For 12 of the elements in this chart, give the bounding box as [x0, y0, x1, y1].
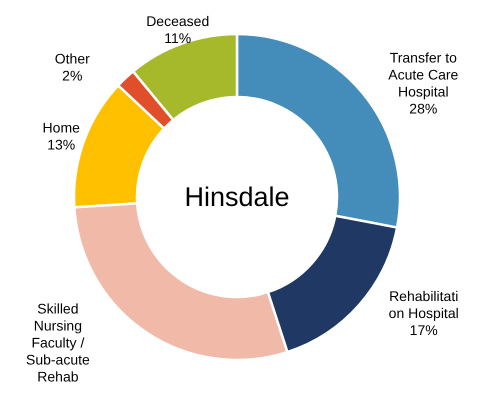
slice-label: Deceased: [146, 12, 210, 29]
slice-label: Rehabilitati on Hospital: [388, 288, 459, 321]
data-label: 17%: [410, 322, 438, 338]
data-label: 28%: [409, 100, 438, 116]
slice-label: Skilled Nursing Faculty / Sub-acute Rehab: [26, 300, 90, 384]
data-label: 2%: [62, 67, 82, 84]
text: Hinsdale: [184, 182, 290, 212]
data-label: 13%: [47, 136, 76, 152]
slice-label: Home: [42, 119, 80, 136]
slice-label: Transfer to Acute Care Hospital: [388, 49, 459, 100]
slice-label: Other: [54, 50, 90, 66]
data-label: 11%: [164, 30, 192, 46]
